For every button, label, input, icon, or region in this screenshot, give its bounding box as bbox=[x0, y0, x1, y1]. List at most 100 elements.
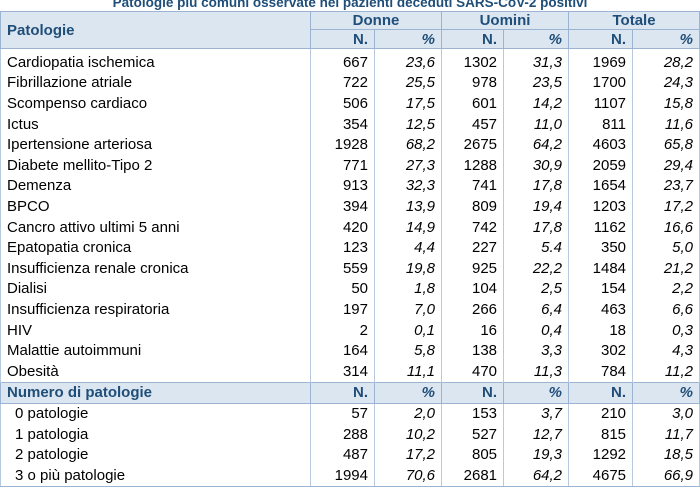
cell-donne-pct: 17,2 bbox=[373, 444, 443, 466]
table-row: Insufficienza renale cronica 559 19,8 925 22… bbox=[0, 257, 700, 279]
cell-uomini-n: 601 bbox=[441, 93, 505, 114]
cell-donne-n: 123 bbox=[310, 237, 375, 258]
row-pathology-label: Scompenso cardiaco bbox=[0, 93, 311, 114]
cell-totale-pct: 11,7 bbox=[632, 424, 700, 445]
cell-donne-n: 420 bbox=[310, 216, 375, 238]
table-row: Scompenso cardiaco 506 17,5 601 14,2 1107 15,8 bbox=[0, 93, 700, 114]
cell-totale-n: 463 bbox=[568, 299, 634, 320]
row-pathology-label: Epatopatia cronica bbox=[0, 237, 311, 258]
section-uomini-pct: % bbox=[503, 381, 570, 404]
cell-uomini-n: 2681 bbox=[441, 465, 505, 487]
table-title: Patologie più comuni osservate nei pazie… bbox=[112, 0, 588, 10]
row-count-label: 2 patologie bbox=[0, 444, 311, 466]
cell-uomini-pct: 30,9 bbox=[503, 154, 570, 176]
cell-donne-n: 288 bbox=[310, 424, 375, 445]
cell-donne-n: 164 bbox=[310, 340, 375, 361]
row-pathology-label: Ictus bbox=[0, 113, 311, 135]
cell-donne-n: 1994 bbox=[310, 465, 375, 487]
cell-uomini-pct: 19,3 bbox=[503, 444, 570, 466]
cell-totale-n: 154 bbox=[568, 278, 634, 300]
cell-donne-n: 197 bbox=[310, 299, 375, 320]
cell-totale-n: 2059 bbox=[568, 154, 634, 176]
cell-uomini-n: 227 bbox=[441, 237, 505, 258]
table-row: Malattie autoimmuni 164 5,8 138 3,3 302 4,3 bbox=[0, 340, 700, 361]
cell-totale-pct: 0,3 bbox=[632, 319, 700, 341]
cell-donne-n: 667 bbox=[310, 48, 375, 73]
cell-totale-pct: 29,4 bbox=[632, 154, 700, 176]
cell-totale-n: 18 bbox=[568, 319, 634, 341]
cell-totale-pct: 16,6 bbox=[632, 216, 700, 238]
cell-donne-n: 487 bbox=[310, 444, 375, 466]
cell-totale-n: 815 bbox=[568, 424, 634, 445]
header-row-groups: Patologie Donne Uomini Totale bbox=[0, 11, 700, 49]
cell-totale-pct: 6,6 bbox=[632, 299, 700, 320]
row-pathology-label: Diabete mellito-Tipo 2 bbox=[0, 154, 311, 176]
cell-uomini-n: 16 bbox=[441, 319, 505, 341]
cell-totale-n: 1654 bbox=[568, 175, 634, 197]
table-row: Cardiopatia ischemica 667 23,6 1302 31,3 1969… bbox=[0, 48, 700, 73]
cell-uomini-n: 104 bbox=[441, 278, 505, 300]
cell-donne-n: 913 bbox=[310, 175, 375, 197]
header-uomini-pct: % bbox=[503, 29, 570, 49]
table-row: Insufficienza respiratoria 197 7,0 266 6,4 46… bbox=[0, 299, 700, 320]
cell-totale-n: 350 bbox=[568, 237, 634, 258]
cell-uomini-pct: 31,3 bbox=[503, 48, 570, 73]
header-pathology-label: Patologie bbox=[0, 11, 311, 49]
header-row-subcolumns: N. % N. % N. % bbox=[1, 29, 700, 49]
cell-donne-n: 1928 bbox=[310, 134, 375, 155]
table-row: Fibrillazione atriale 722 25,5 978 23,5 1700 2… bbox=[0, 72, 700, 94]
cell-uomini-n: 2675 bbox=[441, 134, 505, 155]
cell-uomini-n: 153 bbox=[441, 403, 505, 425]
header-group-totale: Totale bbox=[568, 11, 700, 30]
cell-totale-pct: 4,3 bbox=[632, 340, 700, 361]
row-pathology-label: Dialisi bbox=[0, 278, 311, 300]
cell-totale-pct: 3,0 bbox=[632, 403, 700, 425]
cell-uomini-pct: 2,5 bbox=[503, 278, 570, 300]
cell-uomini-pct: 5.4 bbox=[503, 237, 570, 258]
cell-uomini-n: 925 bbox=[441, 257, 505, 279]
cell-donne-pct: 0,1 bbox=[373, 319, 443, 341]
cell-donne-pct: 5,8 bbox=[373, 340, 443, 361]
cell-totale-pct: 65,8 bbox=[632, 134, 700, 155]
cell-totale-pct: 17,2 bbox=[632, 196, 700, 217]
cell-donne-n: 2 bbox=[310, 319, 375, 341]
cell-donne-pct: 25,5 bbox=[373, 72, 443, 94]
cell-totale-pct: 2,2 bbox=[632, 278, 700, 300]
cell-totale-pct: 23,7 bbox=[632, 175, 700, 197]
cell-totale-pct: 21,2 bbox=[632, 257, 700, 279]
cell-donne-pct: 32,3 bbox=[373, 175, 443, 197]
cell-totale-n: 302 bbox=[568, 340, 634, 361]
cell-uomini-n: 742 bbox=[441, 216, 505, 238]
cell-uomini-n: 457 bbox=[441, 113, 505, 135]
row-pathology-label: Cardiopatia ischemica bbox=[0, 48, 311, 73]
header-group-donne: Donne bbox=[309, 11, 443, 30]
section-donne-n: N. bbox=[310, 381, 375, 404]
cell-totale-pct: 11,6 bbox=[632, 113, 700, 135]
cell-totale-n: 784 bbox=[568, 360, 634, 382]
row-pathology-label: Cancro attivo ultimi 5 anni bbox=[0, 216, 311, 238]
section-uomini-n: N. bbox=[441, 381, 505, 404]
cell-totale-n: 1162 bbox=[568, 216, 634, 238]
cell-totale-n: 1969 bbox=[568, 48, 634, 73]
cell-donne-pct: 10,2 bbox=[373, 424, 443, 445]
cell-donne-pct: 19,8 bbox=[373, 257, 443, 279]
header-totale-pct: % bbox=[632, 29, 700, 49]
cell-totale-pct: 24,3 bbox=[632, 72, 700, 94]
cell-donne-n: 559 bbox=[310, 257, 375, 279]
cell-donne-n: 354 bbox=[310, 113, 375, 135]
cell-totale-n: 1484 bbox=[568, 257, 634, 279]
row-pathology-label: Demenza bbox=[0, 175, 311, 197]
table-row: HIV 2 0,1 16 0,4 18 0,3 bbox=[0, 319, 700, 341]
row-pathology-label: Insufficienza respiratoria bbox=[0, 299, 311, 320]
cell-uomini-pct: 3,3 bbox=[503, 340, 570, 361]
table-row: Cancro attivo ultimi 5 anni 420 14,9 742 17,… bbox=[0, 216, 700, 238]
cell-donne-pct: 14,9 bbox=[373, 216, 443, 238]
cell-uomini-pct: 19,4 bbox=[503, 196, 570, 217]
row-pathology-label: Insufficienza renale cronica bbox=[0, 257, 311, 279]
table-body: Patologie Donne Uomini Totale N. % N. % … bbox=[0, 11, 700, 487]
header-donne-pct: % bbox=[373, 29, 443, 49]
cell-uomini-n: 527 bbox=[441, 424, 505, 445]
table-row: Demenza 913 32,3 741 17,8 1654 23,7 bbox=[0, 175, 700, 197]
row-pathology-label: HIV bbox=[0, 319, 311, 341]
cell-uomini-pct: 23,5 bbox=[503, 72, 570, 94]
